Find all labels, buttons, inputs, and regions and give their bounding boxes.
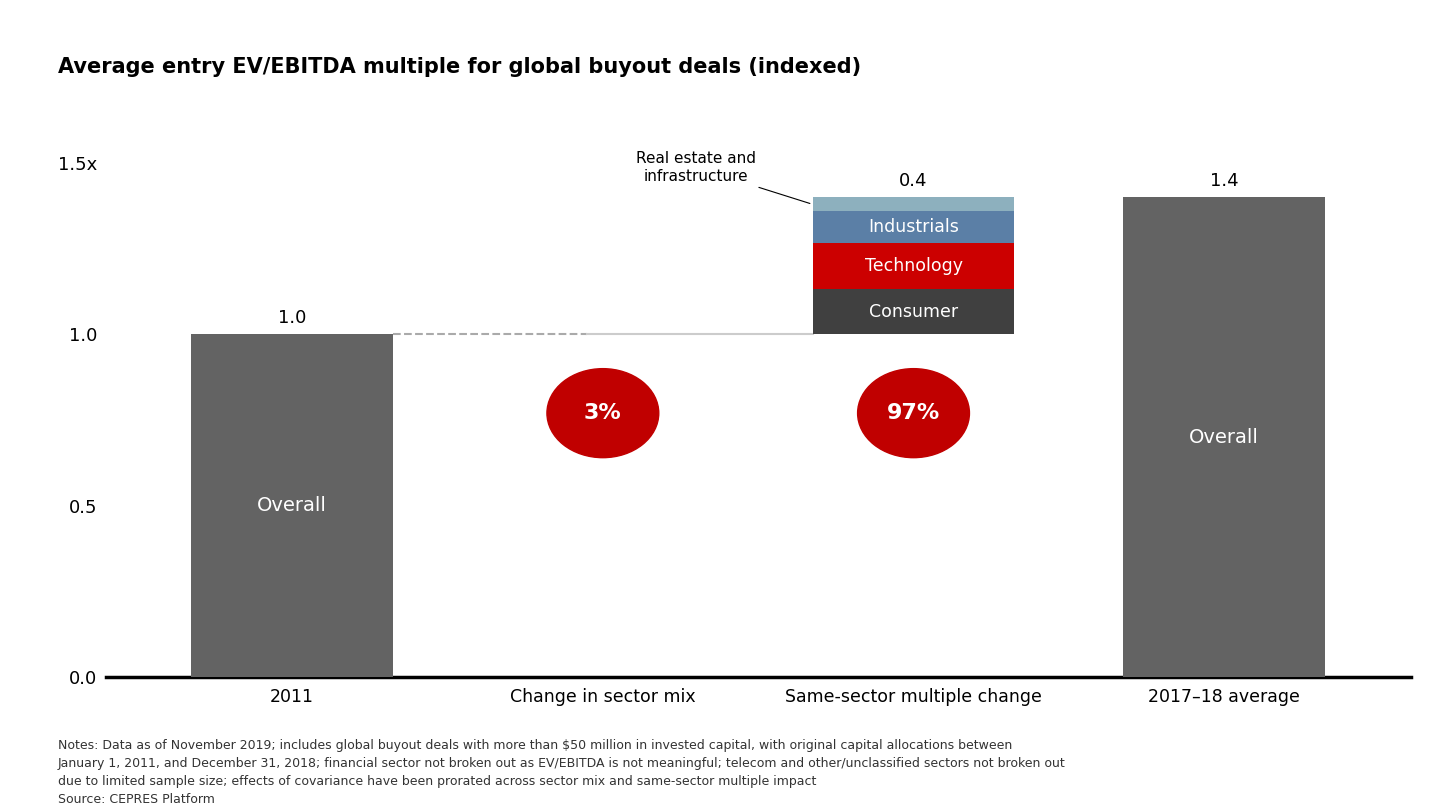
Text: Notes: Data as of November 2019; includes global buyout deals with more than $50: Notes: Data as of November 2019; include… bbox=[58, 739, 1066, 806]
Text: Technology: Technology bbox=[864, 257, 962, 275]
Text: Overall: Overall bbox=[1189, 428, 1259, 446]
Bar bbox=[1123, 198, 1325, 677]
Text: 0.4: 0.4 bbox=[899, 172, 927, 190]
Text: 97%: 97% bbox=[887, 403, 940, 423]
Text: Overall: Overall bbox=[258, 496, 327, 515]
Bar bbox=[192, 335, 393, 677]
Text: 1.0: 1.0 bbox=[278, 309, 307, 327]
Text: Real estate and
infrastructure: Real estate and infrastructure bbox=[636, 151, 809, 203]
Ellipse shape bbox=[858, 369, 969, 458]
Text: Industrials: Industrials bbox=[868, 218, 959, 237]
Text: 3%: 3% bbox=[585, 403, 622, 423]
Text: Consumer: Consumer bbox=[868, 303, 958, 321]
Bar bbox=[812, 289, 1015, 335]
Bar bbox=[812, 243, 1015, 289]
Text: 1.4: 1.4 bbox=[1210, 172, 1238, 190]
Bar bbox=[812, 198, 1015, 211]
Ellipse shape bbox=[547, 369, 658, 458]
Bar bbox=[812, 211, 1015, 243]
Text: Average entry EV/EBITDA multiple for global buyout deals (indexed): Average entry EV/EBITDA multiple for glo… bbox=[58, 57, 861, 77]
